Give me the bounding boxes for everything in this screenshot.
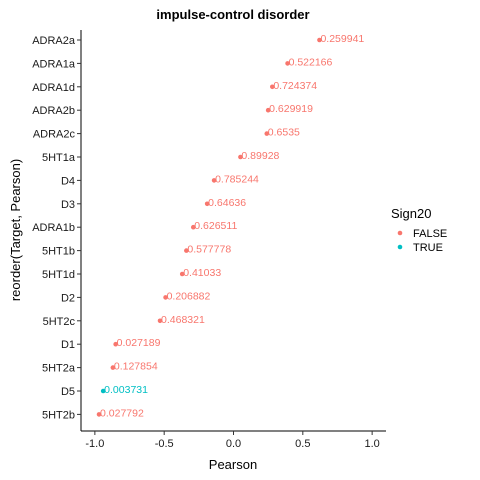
data-point (96, 412, 102, 417)
y-axis-label: reorder(Target, Pearson) (8, 159, 23, 301)
data-point (113, 341, 118, 347)
y-tick-label: 5HT2b (42, 409, 75, 421)
data-point (238, 154, 243, 160)
y-tick-label: ADRA2c (33, 129, 76, 141)
y-tick-label: D3 (61, 199, 75, 211)
x-tick-label: -1.0 (85, 438, 104, 450)
chart-title: impulse-control disorder (156, 7, 309, 22)
data-point (270, 84, 275, 90)
data-label: 0.027792 (100, 407, 144, 419)
data-label: 0.206882 (167, 290, 211, 302)
data-label: 0.468321 (161, 314, 205, 326)
data-point (184, 248, 189, 253)
y-tick-label: 5HT2a (42, 363, 76, 375)
data-point (190, 224, 196, 230)
data-point (179, 271, 185, 277)
data-label: 0.6535 (268, 127, 300, 139)
y-tick-label: 5HT2c (43, 316, 76, 328)
x-tick-label: -0.5 (155, 438, 174, 450)
data-label: 0.577778 (187, 244, 231, 256)
data-label: 0.41033 (183, 267, 221, 279)
data-point (265, 107, 271, 113)
data-label: 0.785244 (215, 173, 259, 185)
y-tick-label: ADRA1d (32, 82, 75, 94)
y-tick-label: ADRA2a (32, 35, 76, 47)
y-tick-label: D5 (61, 386, 75, 398)
data-label: 0.003731 (104, 384, 148, 396)
data-point (285, 61, 290, 66)
data-point (211, 178, 217, 183)
data-point (157, 318, 163, 324)
y-tick-label: D4 (61, 175, 75, 187)
data-label: 0.724374 (273, 80, 317, 92)
x-tick-label: 0.0 (226, 438, 241, 450)
data-labels: 0.259941 0.522166 0.724374 0.629919 0.6535 0.… (100, 33, 364, 419)
legend: Sign20 FALSE TRUE (391, 206, 447, 254)
data-label: 0.629919 (269, 103, 313, 115)
data-point (264, 131, 270, 136)
y-tick-label: 5HT1d (42, 269, 75, 281)
data-label: 0.89928 (241, 150, 279, 162)
x-tick-label: 0.5 (295, 438, 310, 450)
data-label: 0.259941 (320, 33, 364, 45)
x-tick-label: 1.0 (364, 438, 379, 450)
y-tick-label: D1 (61, 339, 75, 351)
data-point (163, 295, 168, 300)
y-ticks: ADRA2a ADRA1a ADRA1d ADRA2b ADRA2c 5HT1a D4 D3 A… (32, 35, 81, 421)
y-tick-label: ADRA1a (32, 58, 76, 70)
legend-key (397, 230, 403, 236)
legend-key (397, 244, 403, 250)
x-axis-label: Pearson (209, 457, 257, 472)
data-label: 0.027189 (117, 337, 161, 349)
data-label: 0.522166 (289, 56, 333, 68)
data-label: 0.64636 (208, 197, 246, 209)
x-ticks: -1.0 -0.5 0.0 0.5 1.0 (85, 431, 380, 450)
y-tick-label: D2 (61, 292, 75, 304)
y-tick-label: ADRA1b (32, 222, 75, 234)
data-label: 0.626511 (194, 220, 237, 232)
y-tick-label: ADRA2b (32, 105, 75, 117)
legend-title: Sign20 (391, 206, 431, 221)
y-tick-label: 5HT1b (42, 246, 75, 258)
y-tick-label: 5HT1a (42, 152, 76, 164)
data-points (96, 37, 322, 417)
data-point (204, 201, 210, 207)
legend-label: FALSE (413, 228, 447, 240)
legend-label: TRUE (413, 242, 443, 254)
data-label: 0.127854 (114, 361, 158, 373)
data-point (100, 388, 106, 394)
data-point (110, 365, 116, 370)
data-point (317, 37, 322, 43)
